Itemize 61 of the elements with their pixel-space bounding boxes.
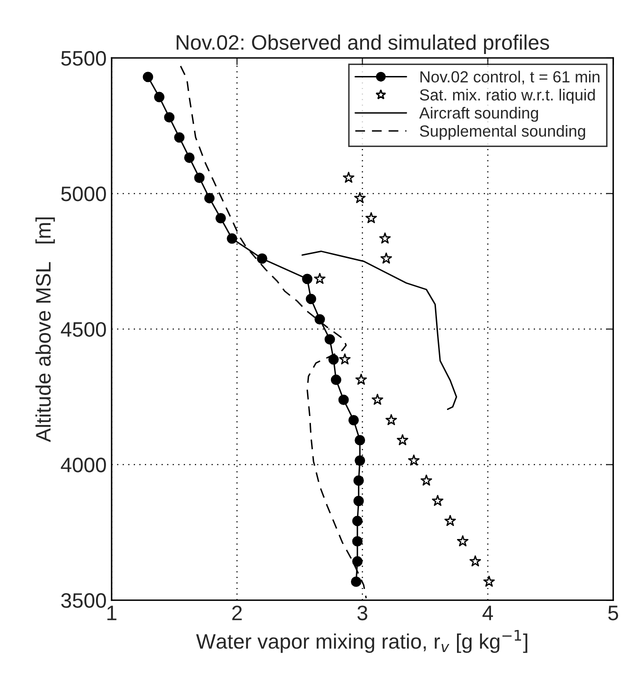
point <box>324 334 336 345</box>
point <box>386 414 397 426</box>
point <box>314 272 326 284</box>
point <box>396 434 408 446</box>
y-tick-label: 3500 <box>61 593 106 608</box>
point <box>330 374 342 385</box>
legend-label: Sat. mix. ratio w.r.t. liquid <box>420 88 595 104</box>
point <box>226 233 238 244</box>
point <box>354 192 366 204</box>
point <box>352 516 363 526</box>
y-tick-label: 4500 <box>60 322 106 337</box>
point <box>342 172 354 183</box>
point <box>142 72 154 82</box>
point <box>353 475 364 486</box>
point <box>352 536 363 547</box>
point <box>328 354 339 365</box>
point <box>314 314 325 325</box>
x-tick-label: 2 <box>232 606 242 620</box>
point <box>420 474 432 486</box>
x-axis-title: Water vapor mixing ratio, r$_{v}$ [g kg$^{−1}$] <box>196 630 528 653</box>
legend-label: Nov.02 control, t = 61 min <box>420 70 600 84</box>
x-tick-label: 5 <box>608 606 618 620</box>
point <box>184 152 195 163</box>
point <box>194 172 205 184</box>
point <box>456 535 468 546</box>
legend-label: Supplemental sounding <box>420 125 586 140</box>
point <box>350 576 362 587</box>
point <box>353 496 364 506</box>
point <box>355 374 367 385</box>
legend-label: Aircraft sounding <box>419 106 538 122</box>
point <box>354 435 366 446</box>
point <box>339 353 351 364</box>
point <box>372 394 384 405</box>
point <box>432 494 444 506</box>
y-tick-label: 5500 <box>61 50 106 66</box>
point <box>408 454 420 466</box>
point <box>306 294 316 304</box>
point <box>444 514 456 526</box>
x-tick-label: 4 <box>482 606 493 620</box>
y-tick-label: 5000 <box>61 186 106 202</box>
x-tick-label: 3 <box>357 606 368 620</box>
point <box>354 455 366 466</box>
point <box>365 212 377 224</box>
point <box>470 555 482 566</box>
point <box>164 112 174 123</box>
point <box>302 274 312 284</box>
point <box>256 253 268 264</box>
point <box>338 394 349 406</box>
point <box>379 232 391 244</box>
point <box>348 414 359 426</box>
point <box>483 576 495 587</box>
y-axis-title: Altitude above MSL [m] <box>35 217 55 442</box>
chart-title: Nov.02: Observed and simulated profiles <box>176 34 550 54</box>
point <box>204 192 215 204</box>
point <box>154 92 164 102</box>
point <box>380 252 392 264</box>
x-tick-label: 1 <box>107 606 116 620</box>
point <box>215 212 226 224</box>
y-tick-label: 4000 <box>60 458 106 472</box>
point <box>174 132 185 143</box>
point <box>352 556 363 567</box>
